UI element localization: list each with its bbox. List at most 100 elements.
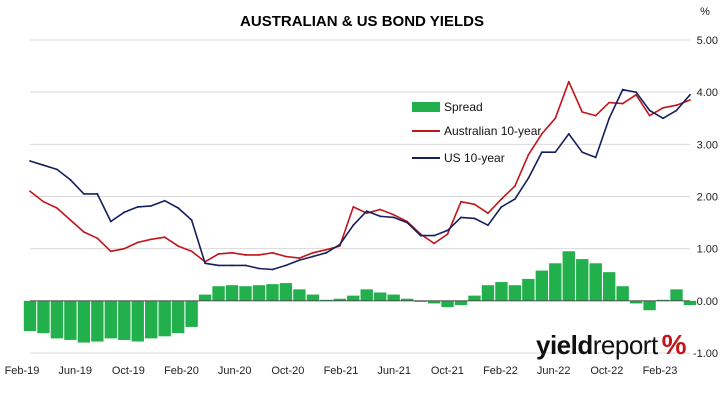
us-10-year-line-point — [338, 243, 341, 246]
us-10-year-line-point — [163, 199, 166, 202]
australian-10-year-line-point — [244, 254, 247, 256]
australian-10-year-line-point — [109, 250, 112, 253]
x-tick-label: Feb-23 — [643, 365, 678, 377]
x-tick-label: Feb-21 — [324, 365, 359, 377]
us-10-year-line-point — [554, 151, 557, 154]
legend: Spread Australian 10-year US 10-year — [412, 100, 541, 165]
australian-10-year-line-point — [150, 238, 153, 241]
us-10-year-line-point — [460, 216, 462, 219]
us-10-year-line-point — [567, 133, 570, 135]
spread-bar — [50, 300, 64, 339]
svg-text:yieldreport%: yieldreport% — [536, 329, 687, 360]
spread-bar — [293, 289, 306, 301]
spread-bar — [171, 300, 185, 334]
spread-bar — [427, 300, 441, 304]
x-tick-label: Jun-19 — [58, 365, 92, 377]
australian-10-year-line-point — [190, 250, 193, 253]
spread-bar — [562, 251, 575, 301]
us-10-year-line-point — [662, 117, 664, 120]
us-10-year-line-point — [675, 109, 678, 112]
australian-10-year-line-point — [231, 251, 233, 254]
yieldreport-logo: yieldreport% — [536, 329, 687, 360]
us-10-year-line-point — [285, 264, 287, 267]
y-axis-ticks: 5.00 4.00 3.00 2.00 1.00 0.00 -1.00 — [693, 35, 718, 360]
spread-bar — [145, 300, 158, 339]
us-10-year-line-point — [56, 168, 58, 171]
us-10-year-line-point — [594, 156, 597, 159]
y-tick-label: 3.00 — [697, 139, 718, 151]
spread-bar — [576, 259, 589, 301]
x-tick-label: Oct-19 — [112, 365, 145, 377]
us-10-year-line-point — [311, 255, 314, 258]
us-10-year-line-point — [608, 117, 611, 120]
australian-10-year-line-point — [675, 104, 678, 107]
australian-10-year-line-point — [123, 247, 126, 250]
spread-bar — [266, 284, 279, 301]
australian-10-year-line-point — [325, 248, 328, 251]
y-axis-unit: % — [700, 6, 710, 18]
spread-bar — [629, 300, 643, 304]
us-10-year-line-point — [392, 216, 395, 219]
australian-10-year-line-point — [446, 233, 449, 235]
spread-bar — [374, 292, 387, 301]
x-tick-label: Oct-22 — [590, 365, 623, 377]
australian-10-year-line-point — [163, 236, 166, 239]
spread-bar — [306, 294, 320, 301]
us-10-year-line-point — [365, 210, 368, 213]
y-tick-label: 0.00 — [697, 296, 718, 308]
spread-bar — [37, 300, 50, 334]
australian-10-year-line-point — [433, 242, 435, 245]
x-tick-label: Feb-20 — [164, 365, 199, 377]
spread-bar — [64, 300, 77, 340]
spread-bar — [252, 285, 266, 301]
australian-10-year-line-point — [136, 241, 139, 244]
australian-10-year-line-point — [392, 213, 395, 216]
us-10-year-line-point — [298, 259, 301, 262]
spread-bar — [91, 300, 104, 342]
spread-bar — [441, 300, 454, 308]
us-10-year-line-point — [217, 264, 220, 267]
line-series — [29, 80, 691, 271]
us-10-year-line-point — [473, 217, 476, 220]
australian-10-year-line-point — [29, 190, 31, 193]
x-tick-label: Feb-22 — [483, 365, 518, 377]
spread-bar — [77, 300, 91, 343]
spread-bar — [454, 300, 468, 306]
x-tick-label: Jun-21 — [377, 365, 411, 377]
us-10-year-line-point — [433, 234, 435, 237]
us-10-year-line-point — [513, 198, 516, 201]
australian-10-year-line-point — [473, 203, 476, 206]
spread-bar — [535, 270, 549, 301]
us-10-year-line — [29, 88, 691, 271]
spread-bar — [683, 300, 697, 306]
us-10-year-line-point — [82, 192, 85, 195]
australian-10-year-line — [29, 80, 691, 263]
spread-bar — [118, 300, 131, 340]
us-10-year-line-point — [69, 178, 72, 181]
spread-series — [23, 251, 697, 343]
us-10-year-line-point — [231, 264, 233, 267]
us-10-year-line-point — [42, 164, 45, 167]
x-tick-label: Jun-22 — [537, 365, 571, 377]
legend-label-spread: Spread — [444, 100, 483, 114]
spread-bar — [198, 294, 212, 301]
us-10-year-line-point — [29, 160, 31, 162]
us-10-year-line-point — [689, 93, 691, 96]
australian-10-year-line-point — [69, 219, 72, 221]
australian-10-year-line-point — [258, 254, 260, 256]
us-10-year-line-point — [527, 177, 530, 180]
us-10-year-line-point — [635, 91, 638, 94]
australian-10-year-line-point — [298, 257, 301, 259]
australian-10-year-line-point — [460, 200, 462, 203]
us-10-year-line-point — [352, 224, 355, 227]
us-10-year-line-point — [325, 251, 328, 254]
us-10-year-line-point — [96, 192, 99, 195]
australian-10-year-line-point — [554, 117, 557, 120]
spread-bar — [185, 300, 198, 327]
us-10-year-line-point — [150, 204, 153, 207]
legend-label-us-10-year: US 10-year — [444, 151, 505, 165]
spread-bar — [616, 286, 629, 301]
spread-bar — [508, 285, 522, 301]
